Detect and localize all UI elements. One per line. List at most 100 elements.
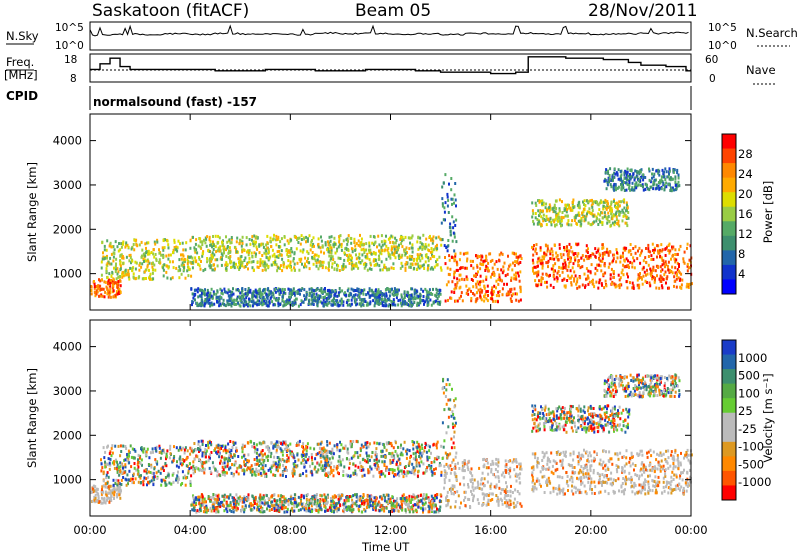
range-cell bbox=[575, 242, 577, 246]
range-cell bbox=[116, 492, 118, 496]
range-cell bbox=[142, 483, 145, 487]
range-cell bbox=[211, 461, 214, 465]
range-cell bbox=[308, 267, 311, 271]
range-cell bbox=[236, 236, 239, 240]
range-cell bbox=[626, 183, 629, 187]
range-cell bbox=[158, 258, 161, 262]
range-cell bbox=[582, 207, 585, 211]
range-cell bbox=[318, 446, 321, 450]
range-cell bbox=[225, 254, 228, 258]
range-cell bbox=[361, 243, 364, 247]
range-cell bbox=[372, 474, 375, 478]
range-cell bbox=[93, 285, 96, 289]
range-cell bbox=[449, 230, 452, 234]
range-cell bbox=[429, 250, 432, 254]
range-cell bbox=[395, 239, 398, 242]
range-cell bbox=[532, 261, 535, 265]
range-cell bbox=[108, 293, 111, 297]
range-cell bbox=[513, 263, 516, 267]
range-cell bbox=[340, 242, 343, 246]
range-cell bbox=[226, 240, 229, 244]
range-cell bbox=[397, 470, 400, 474]
range-cell bbox=[190, 474, 193, 478]
range-cell bbox=[385, 448, 388, 452]
range-cell bbox=[263, 459, 266, 462]
range-cell bbox=[310, 294, 313, 298]
range-cell bbox=[251, 235, 254, 239]
range-cell bbox=[288, 295, 291, 299]
range-cell bbox=[573, 279, 576, 283]
range-cell bbox=[302, 300, 305, 304]
range-cell bbox=[269, 455, 272, 459]
range-cell bbox=[359, 298, 362, 302]
range-cell bbox=[204, 455, 207, 459]
power-colorbar-tick: 28 bbox=[738, 147, 753, 161]
range-cell bbox=[366, 301, 369, 305]
range-cell bbox=[251, 470, 254, 474]
range-cell bbox=[248, 290, 251, 294]
range-cell bbox=[393, 247, 396, 251]
range-cell bbox=[253, 234, 256, 238]
range-cell bbox=[650, 254, 653, 258]
range-cell bbox=[224, 304, 227, 308]
range-cell bbox=[615, 201, 618, 205]
range-cell bbox=[586, 257, 589, 261]
range-cell bbox=[122, 240, 125, 244]
range-cell bbox=[369, 234, 372, 238]
range-cell bbox=[340, 463, 343, 467]
range-cell bbox=[221, 257, 223, 261]
range-cell bbox=[397, 246, 400, 250]
range-cell bbox=[135, 261, 138, 265]
range-cell bbox=[400, 304, 403, 308]
range-cell bbox=[621, 219, 624, 223]
range-cell bbox=[127, 269, 130, 273]
range-cell bbox=[108, 272, 111, 276]
range-cell bbox=[450, 290, 453, 294]
range-cell bbox=[144, 468, 147, 472]
range-cell bbox=[418, 246, 421, 250]
range-cell bbox=[444, 173, 447, 177]
range-cell bbox=[216, 289, 219, 293]
range-cell bbox=[187, 274, 190, 278]
range-cell bbox=[479, 262, 482, 266]
range-cell bbox=[434, 467, 437, 471]
range-cell bbox=[587, 221, 590, 225]
range-cell bbox=[566, 247, 569, 251]
range-cell bbox=[208, 264, 211, 268]
range-cell bbox=[156, 477, 159, 480]
range-cell bbox=[506, 282, 508, 286]
range-cell bbox=[201, 443, 204, 446]
range-cell bbox=[268, 448, 271, 452]
range-cell bbox=[664, 260, 667, 264]
range-cell bbox=[333, 261, 336, 264]
range-cell bbox=[208, 455, 211, 459]
range-cell bbox=[432, 248, 435, 252]
range-cell bbox=[421, 299, 424, 302]
range-cell bbox=[595, 280, 598, 284]
range-cell bbox=[193, 449, 195, 453]
range-cell bbox=[401, 264, 404, 268]
range-cell bbox=[553, 218, 556, 222]
range-cell bbox=[320, 235, 322, 239]
range-cell bbox=[148, 480, 151, 484]
range-cell bbox=[363, 266, 366, 270]
range-cell bbox=[127, 452, 130, 456]
range-cell bbox=[642, 173, 645, 177]
range-cell bbox=[369, 248, 372, 252]
range-cell bbox=[687, 266, 690, 270]
range-cell bbox=[109, 290, 112, 294]
range-cell bbox=[378, 243, 381, 247]
range-cell bbox=[248, 250, 250, 254]
range-cell bbox=[441, 197, 444, 201]
range-cell bbox=[319, 246, 322, 250]
range-cell bbox=[148, 268, 150, 272]
range-cell bbox=[606, 202, 609, 206]
range-cell bbox=[327, 301, 330, 305]
range-cell bbox=[119, 275, 121, 278]
range-cell bbox=[493, 262, 496, 266]
range-cell bbox=[608, 180, 611, 184]
range-cell bbox=[560, 215, 563, 219]
range-cell bbox=[653, 172, 656, 176]
